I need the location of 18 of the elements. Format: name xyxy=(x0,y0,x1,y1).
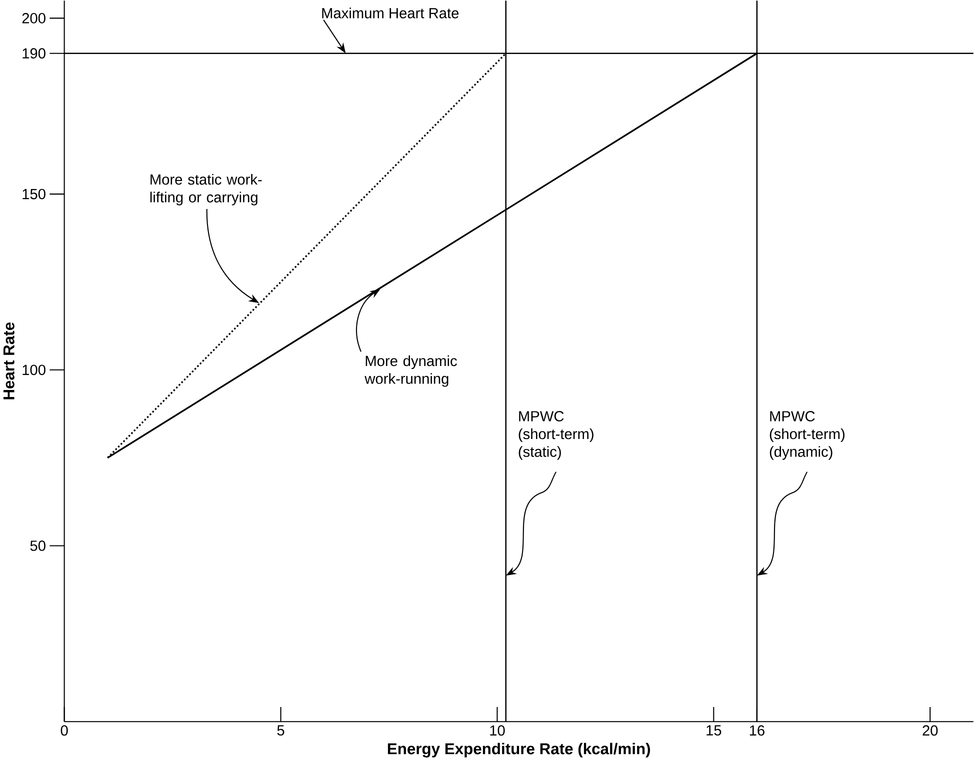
y-tick-label: 100 xyxy=(22,364,46,376)
x-tick-label: 5 xyxy=(277,725,284,736)
x-tick-label: 20 xyxy=(922,725,938,736)
x-tick-label: 16 xyxy=(750,725,764,736)
y-tick-label: 190 xyxy=(22,48,46,59)
x-tick-label: 10 xyxy=(490,725,505,736)
ref-line-label: MPWC (short-term) (dynamic) xyxy=(770,411,844,460)
y-tick-label: 200 xyxy=(22,13,46,24)
ref-line-label: MPWC (short-term) (static) xyxy=(518,411,594,460)
y-tick-label: 50 xyxy=(30,540,46,551)
y-axis-title: Heart Rate xyxy=(3,322,14,400)
y-tick-label: 150 xyxy=(22,188,46,200)
annotation: More static work-lifting or carrying xyxy=(150,174,262,206)
x-axis-title: Energy Expenditure Rate (kcal/min) xyxy=(388,742,650,758)
x-tick-label: 15 xyxy=(706,725,722,736)
x-tick-label: 0 xyxy=(60,725,68,736)
ref-line-label: Maximum Heart Rate xyxy=(322,8,459,18)
annotation: More dynamic work-running xyxy=(364,355,457,387)
